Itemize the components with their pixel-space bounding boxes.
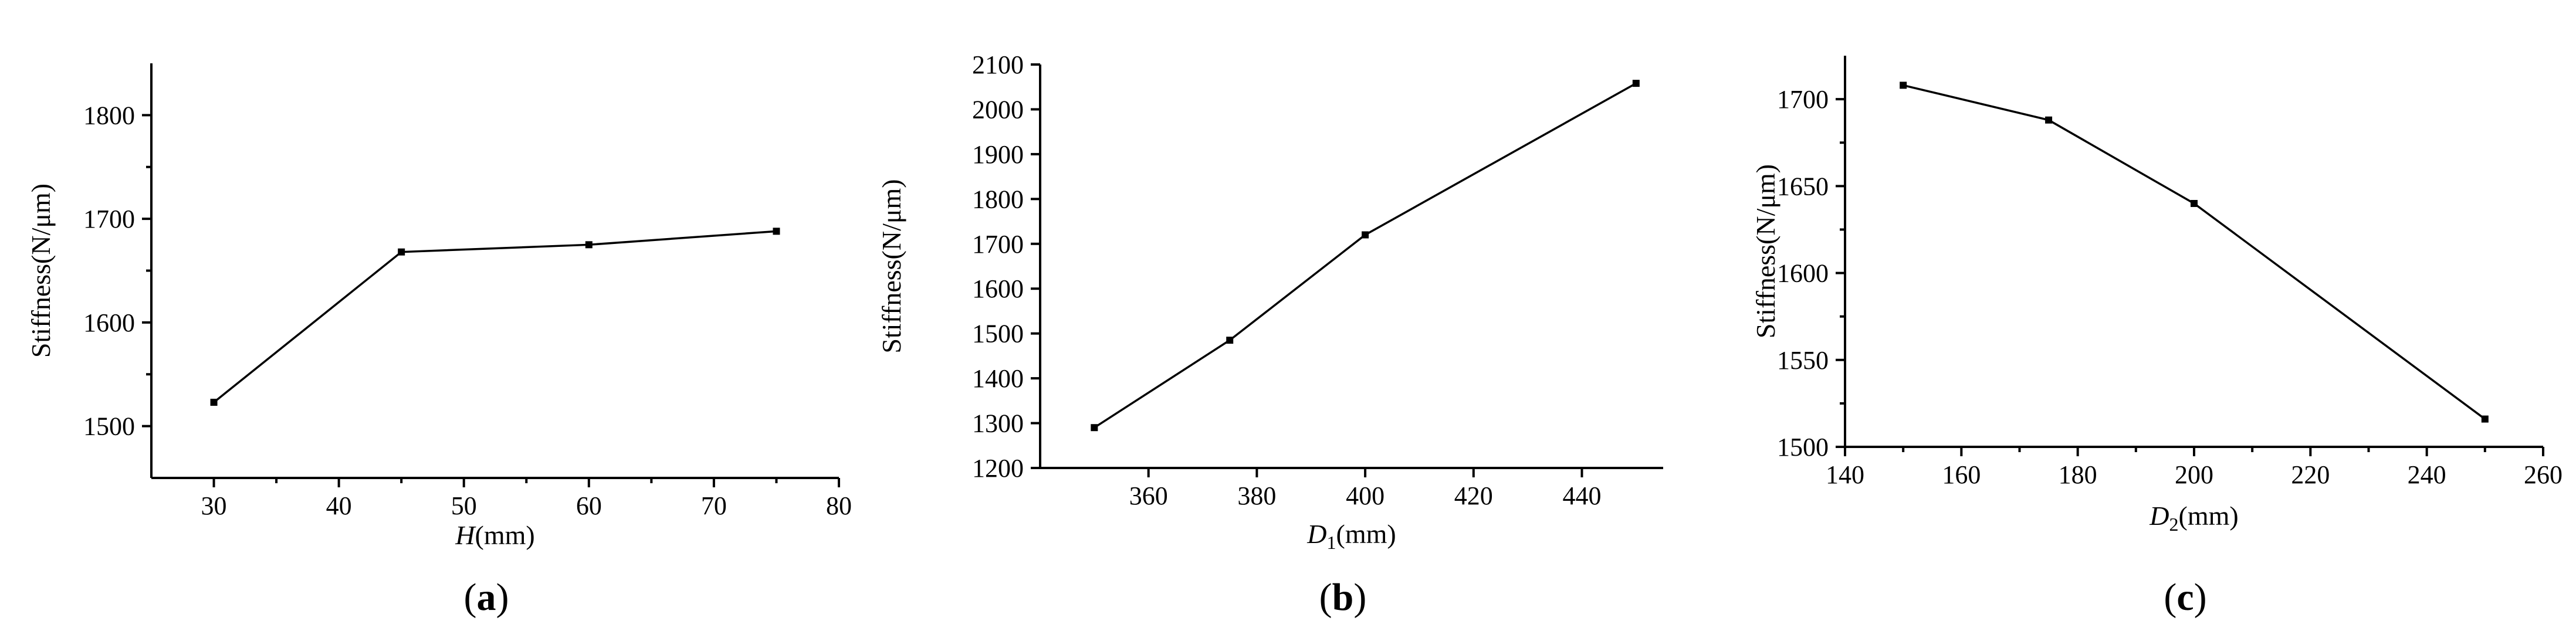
y-tick-label: 1800 — [83, 101, 135, 130]
x-tick-label: 360 — [1129, 481, 1168, 510]
x-axis-variable: D — [2149, 501, 2169, 531]
y-tick-label: 1500 — [83, 412, 135, 441]
y-tick-label: 1500 — [1777, 433, 1829, 462]
x-axis-variable: H — [455, 520, 476, 550]
x-tick-label: 200 — [2175, 460, 2213, 489]
panel-label: (c) — [2164, 576, 2206, 619]
panel-label: (a) — [464, 576, 509, 619]
y-tick-label: 1600 — [972, 274, 1024, 303]
x-tick-label: 160 — [1942, 460, 1981, 489]
data-point — [1362, 231, 1369, 239]
x-tick-label: 180 — [2059, 460, 2097, 489]
y-tick-label: 1700 — [972, 230, 1024, 259]
data-point — [2045, 116, 2053, 124]
data-point — [1226, 337, 1234, 344]
y-tick-label: 1600 — [83, 308, 135, 337]
y-tick-label: 1550 — [1777, 346, 1829, 375]
data-point — [773, 228, 780, 235]
x-axis-unit: (mm) — [475, 520, 535, 550]
data-point — [2191, 199, 2198, 207]
series-line — [213, 230, 777, 403]
y-tick-label: 1500 — [972, 320, 1024, 348]
y-tick-label: 1900 — [972, 140, 1024, 169]
x-tick-label: 70 — [701, 491, 727, 520]
y-axis-title: Stiffness(N/μm) — [876, 179, 906, 353]
y-tick-label: 1400 — [972, 364, 1024, 393]
x-axis-subscript: 2 — [2169, 514, 2179, 535]
x-tick-label: 380 — [1237, 481, 1276, 510]
data-point — [1632, 80, 1640, 87]
x-axis-variable: D — [1306, 519, 1326, 549]
x-tick-label: 140 — [1826, 460, 1864, 489]
x-tick-label: 30 — [201, 491, 227, 520]
y-axis-title: Stiffness(N/μm) — [26, 184, 56, 358]
x-axis-unit: (mm) — [2179, 501, 2239, 531]
x-axis-title: D1(mm) — [1306, 519, 1396, 553]
y-tick-label: 1600 — [1777, 259, 1829, 288]
y-tick-label: 1700 — [83, 205, 135, 233]
y-axis-title: Stiffness(N/μm) — [1751, 164, 1780, 338]
y-tick-label: 2000 — [972, 95, 1024, 124]
x-axis-unit: (mm) — [1336, 519, 1396, 549]
panel-label: (b) — [1319, 576, 1367, 619]
y-tick-label: 2100 — [972, 50, 1024, 79]
x-axis-subscript: 1 — [1327, 532, 1336, 553]
data-point — [2481, 415, 2489, 423]
x-tick-label: 240 — [2408, 460, 2446, 489]
chart-a: 1500 1600 1700 1800 30 40 50 60 70 80 Stiffness(N/… — [26, 63, 852, 619]
data-point — [398, 248, 405, 256]
data-point — [1091, 424, 1098, 432]
series-line — [1094, 82, 1637, 429]
y-tick-label: 1700 — [1777, 85, 1829, 114]
data-point — [1900, 82, 1907, 89]
x-tick-label: 60 — [576, 491, 602, 520]
chart-b: 1200130014001500160017001800190020002100… — [876, 50, 1663, 619]
y-tick-label: 1800 — [972, 185, 1024, 213]
series-line — [1903, 84, 2486, 420]
x-tick-label: 220 — [2291, 460, 2330, 489]
chart-c: 1500 1550 1600 1650 1700 140 160 180 200 220 240 26… — [1751, 56, 2563, 619]
x-tick-label: 50 — [451, 491, 477, 520]
x-tick-label: 420 — [1454, 481, 1493, 510]
data-point — [210, 398, 218, 406]
x-axis-title: H(mm) — [455, 520, 534, 550]
x-tick-label: 80 — [826, 491, 852, 520]
data-point — [585, 241, 593, 249]
x-tick-label: 260 — [2524, 460, 2563, 489]
x-tick-label: 40 — [326, 491, 352, 520]
y-tick-label: 1200 — [972, 454, 1024, 483]
x-axis-title: D2(mm) — [2149, 501, 2238, 535]
y-tick-label: 1650 — [1777, 172, 1829, 201]
y-tick-label: 1300 — [972, 409, 1024, 438]
x-tick-label: 440 — [1562, 481, 1601, 510]
x-tick-label: 400 — [1346, 481, 1385, 510]
